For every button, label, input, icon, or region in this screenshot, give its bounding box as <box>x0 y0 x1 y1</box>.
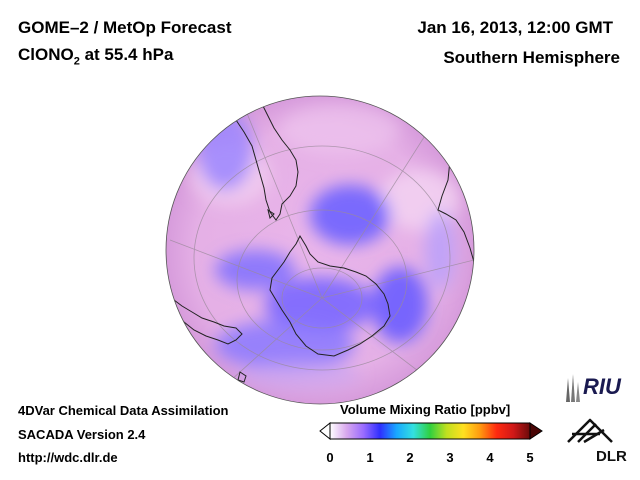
colorbar-tick: 0 <box>326 450 334 465</box>
colorbar-tick: 1 <box>366 450 374 465</box>
forecast-date: Jan 16, 2013, 12:00 GMT <box>417 18 613 37</box>
footer-url[interactable]: http://wdc.dlr.de <box>18 450 118 465</box>
australia-coast <box>173 299 243 345</box>
colorbar-tick: 3 <box>446 450 454 465</box>
footer-version: SACADA Version 2.4 <box>18 427 146 442</box>
colorbar <box>319 421 543 441</box>
globe-outline <box>165 95 475 405</box>
vmr-field <box>190 105 460 389</box>
riu-logo-icon <box>566 374 580 402</box>
riu-logo: RIU <box>583 374 621 399</box>
antarctica-coast <box>269 234 391 357</box>
species-name: ClONO <box>18 45 74 64</box>
title-line-1: GOME–2 / MetOp Forecast <box>18 18 232 37</box>
colorbar-tick: 5 <box>526 450 534 465</box>
colorbar-title: Volume Mixing Ratio [ppbv] <box>340 402 511 417</box>
colorbar-max-arrow <box>529 422 543 440</box>
colorbar-tick: 2 <box>406 450 414 465</box>
colorbar-gradient <box>329 422 531 440</box>
south-america-coast <box>229 97 299 221</box>
region-label: Southern Hemisphere <box>443 48 620 67</box>
colorbar-min-arrow <box>319 421 331 441</box>
colorbar-tick: 4 <box>486 450 494 465</box>
graticule <box>169 96 474 391</box>
species-subscript: 2 <box>73 55 80 68</box>
pressure-level: at 55.4 hPa <box>79 45 174 64</box>
dlr-logo-icon <box>567 418 613 444</box>
dlr-logo: DLR <box>596 448 627 465</box>
footer-method: 4DVar Chemical Data Assimilation <box>18 403 229 418</box>
title-line-2: ClONO2 at 55.4 hPa <box>18 45 173 67</box>
